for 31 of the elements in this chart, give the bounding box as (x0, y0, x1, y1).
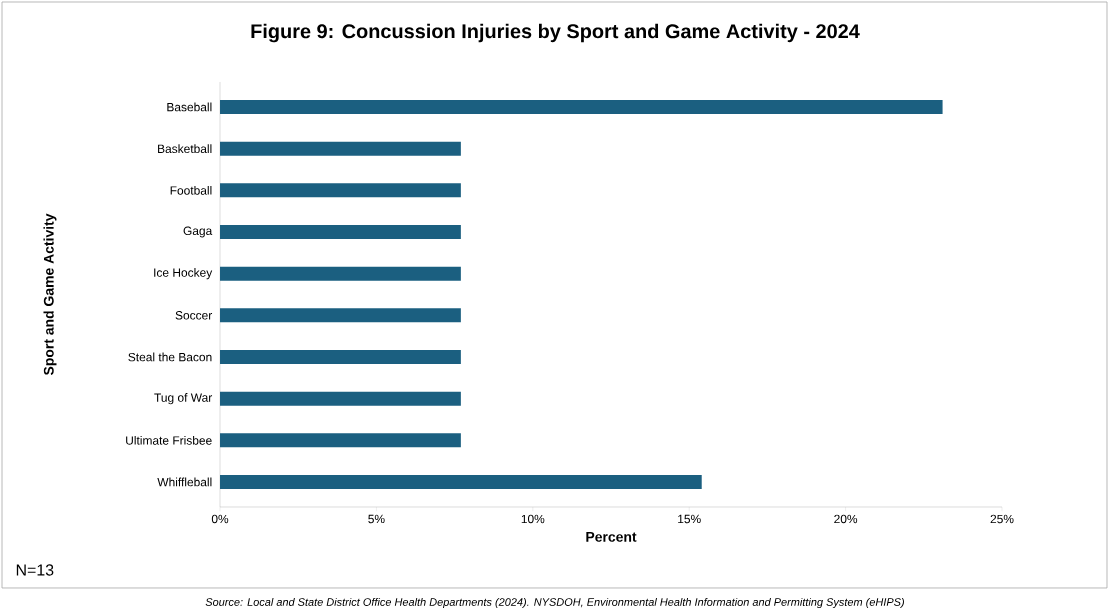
bar (220, 224, 461, 239)
y-tick-label: Whiffleball (157, 477, 212, 487)
x-tick-label: 15% (678, 514, 701, 524)
y-axis-title: Sport and Game Activity (43, 213, 57, 376)
y-tick-label: Tug of War (154, 393, 213, 405)
source-note: Source: Local and State District Office Health Departments (2024). NYSDOH, Environmental Health Information and Permitting System (eHIPS) (205, 597, 904, 609)
x-tick-label: 20% (834, 514, 858, 524)
y-tick-label: Steal the Bacon (128, 352, 212, 362)
y-tick-label: Ice Hockey (154, 268, 213, 280)
x-axis-title: Percent (586, 532, 637, 542)
y-tick-label: Baseball (167, 102, 212, 112)
bar (220, 349, 461, 364)
x-tick-label: 10% (521, 514, 545, 524)
chart-title: Figure 9: Concussion Injuries by Sport and Game Activity - 2024 (251, 23, 860, 43)
bar (220, 141, 461, 156)
bar (220, 308, 461, 323)
text: N=13 (16, 564, 54, 576)
bar (220, 433, 461, 448)
x-tick-label: 25% (990, 514, 1014, 524)
x-tick-label: 0% (211, 514, 229, 524)
bar (220, 99, 943, 114)
bar (220, 266, 461, 281)
y-tick-label: Basketball (158, 144, 212, 154)
y-tick-label: Football (170, 185, 212, 195)
bar (220, 183, 461, 198)
y-tick-label: Gaga (183, 226, 213, 238)
y-tick-label: Soccer (175, 311, 213, 320)
bar (220, 391, 461, 406)
bar (220, 474, 702, 489)
y-tick-label: Ultimate Frisbee (126, 435, 212, 445)
x-tick-label: 5% (368, 514, 385, 524)
